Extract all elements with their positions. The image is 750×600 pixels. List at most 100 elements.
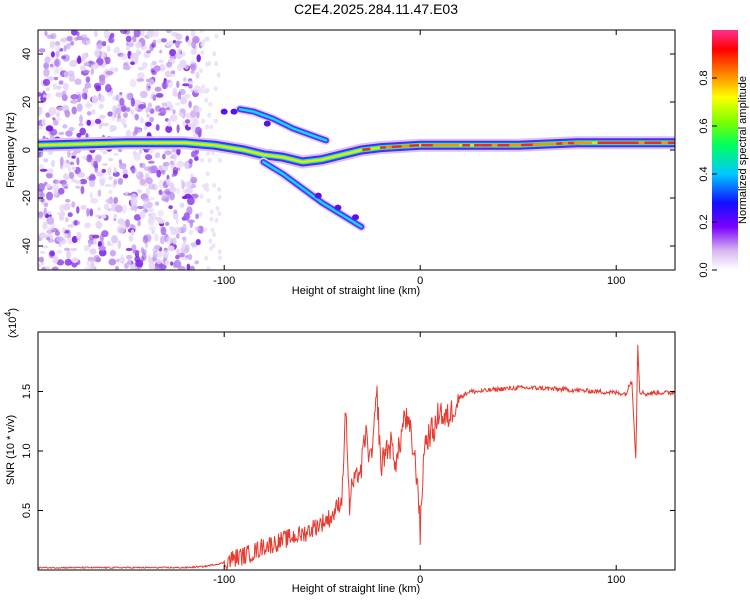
- spectrogram-speckle: [151, 70, 157, 76]
- spectrogram-speckle: [119, 97, 125, 106]
- spectrogram-speckle: [175, 218, 179, 225]
- spectrogram-speckle: [109, 249, 116, 257]
- spectrogram-blob: [220, 108, 228, 115]
- spectrogram-speckle: [153, 65, 161, 72]
- spectrogram-speckle: [169, 49, 177, 57]
- spectrogram-y-tick-label: -20: [21, 190, 33, 206]
- spectrogram-speckle: [139, 90, 148, 99]
- spectrogram-speckle: [58, 243, 62, 248]
- spectrogram-speckle: [161, 81, 169, 90]
- spectrogram-speckle: [127, 258, 132, 268]
- spectrogram-speckle: [52, 83, 57, 90]
- spectrogram-speckle: [148, 216, 154, 224]
- snr-y-axis-label: SNR (10 * v/v): [5, 415, 17, 485]
- spectrogram-speckle: [145, 177, 153, 185]
- spectrogram-speckle: [93, 30, 98, 38]
- spectrogram-speckle: [176, 160, 185, 168]
- spectrogram-speckle: [194, 226, 201, 231]
- spectrogram-speckle: [74, 219, 78, 226]
- spectrogram-speckle: [43, 158, 49, 163]
- spectrogram-speckle: [182, 83, 190, 87]
- spectrogram-speckle: [130, 61, 135, 65]
- spectrogram-speckle: [43, 207, 47, 216]
- spectrogram-speckle: [67, 70, 75, 76]
- spectrogram-speckle: [110, 235, 119, 244]
- spectrogram-speckle: [95, 155, 102, 163]
- spectrogram-speckle: [124, 191, 128, 197]
- spectrogram-blob: [352, 214, 359, 221]
- spectrogram-speckle: [125, 45, 131, 51]
- spectrogram-speckle: [175, 254, 180, 260]
- spectrogram-speckle: [169, 187, 177, 193]
- spectrogram-speckle: [168, 182, 175, 187]
- spectrogram-speckle: [182, 223, 187, 233]
- spectrogram-speckle: [108, 36, 115, 44]
- spectrogram-speckle: [120, 254, 125, 262]
- spectrogram-speckle: [172, 109, 176, 115]
- spectrogram-speckle: [136, 205, 145, 210]
- spectrogram-speckle: [193, 85, 201, 94]
- spectrogram-speckle: [94, 118, 102, 125]
- spectrogram-speckle: [101, 168, 107, 173]
- snr-panel: -100 0 100 0.5 1.0 1.5 Height of straight li…: [3, 308, 676, 595]
- spectrogram-speckle: [153, 233, 159, 242]
- spectrogram-speckle: [198, 211, 203, 217]
- spectrogram-speckle: [149, 108, 155, 114]
- spectrogram-speckle: [168, 205, 173, 210]
- spectrogram-speckle: [121, 105, 127, 112]
- spectrogram-speckle: [187, 253, 193, 261]
- spectrogram-speckle: [206, 151, 210, 157]
- spectrogram-speckle: [172, 40, 177, 44]
- spectrogram-speckle: [155, 201, 160, 206]
- spectrogram-speckle: [100, 214, 107, 219]
- spectrogram-speckle: [176, 80, 180, 89]
- spectrogram-speckle: [55, 236, 64, 243]
- spectrogram-speckle: [64, 258, 73, 266]
- spectrogram-speckle: [172, 87, 178, 94]
- spectrogram-speckle: [176, 187, 180, 195]
- spectrogram-speckle: [113, 213, 118, 219]
- spectrogram-speckle: [38, 182, 45, 192]
- spectrogram-speckle: [176, 248, 180, 254]
- spectrogram-speckle: [156, 38, 162, 44]
- spectrogram-speckle: [71, 106, 77, 115]
- spectrogram-speckle: [117, 218, 124, 225]
- spectrogram-speckle: [194, 156, 199, 162]
- spectrogram-y-tick-label: 20: [21, 96, 33, 108]
- spectrogram-speckle: [76, 31, 80, 37]
- spectrogram-speckle: [212, 232, 217, 238]
- spectrogram-speckle: [40, 198, 45, 203]
- main-band-core: [391, 145, 402, 149]
- spectrogram-x-tick-label: 0: [417, 275, 423, 287]
- spectrogram-speckle: [51, 183, 59, 193]
- spectrogram-speckle: [200, 88, 204, 94]
- spectrogram-speckle: [133, 152, 141, 161]
- spectrogram-speckle: [190, 30, 196, 38]
- spectrogram-speckle: [164, 80, 171, 83]
- spectrogram-speckle: [39, 168, 48, 172]
- spectrogram-speckle: [98, 114, 106, 119]
- spectrogram-speckle: [66, 35, 73, 42]
- spectrogram-speckle: [70, 247, 78, 252]
- spectrogram-speckle: [101, 230, 109, 238]
- spectrogram-speckle: [119, 30, 128, 34]
- spectrogram-speckle: [95, 214, 100, 218]
- spectrogram-speckle: [217, 194, 222, 200]
- spectrogram-speckle: [71, 257, 79, 264]
- spectrogram-speckle: [152, 30, 160, 38]
- spectrogram-speckle: [110, 32, 115, 39]
- spectrogram-speckle: [125, 92, 132, 100]
- spectrogram-blob: [263, 120, 271, 127]
- spectrogram-speckle: [75, 185, 81, 189]
- spectrogram-speckle: [39, 192, 45, 199]
- spectrogram-speckle: [86, 208, 90, 217]
- spectrogram-speckle: [61, 94, 68, 102]
- spectrogram-speckle: [134, 113, 139, 121]
- spectrogram-speckle: [213, 86, 218, 92]
- spectrogram-speckle: [148, 183, 156, 190]
- spectrogram-speckle: [188, 158, 193, 164]
- spectrogram-speckle: [95, 220, 103, 229]
- spectrogram-speckle: [137, 220, 141, 227]
- spectrogram-speckle: [172, 211, 179, 220]
- spectrogram-speckle: [149, 197, 155, 201]
